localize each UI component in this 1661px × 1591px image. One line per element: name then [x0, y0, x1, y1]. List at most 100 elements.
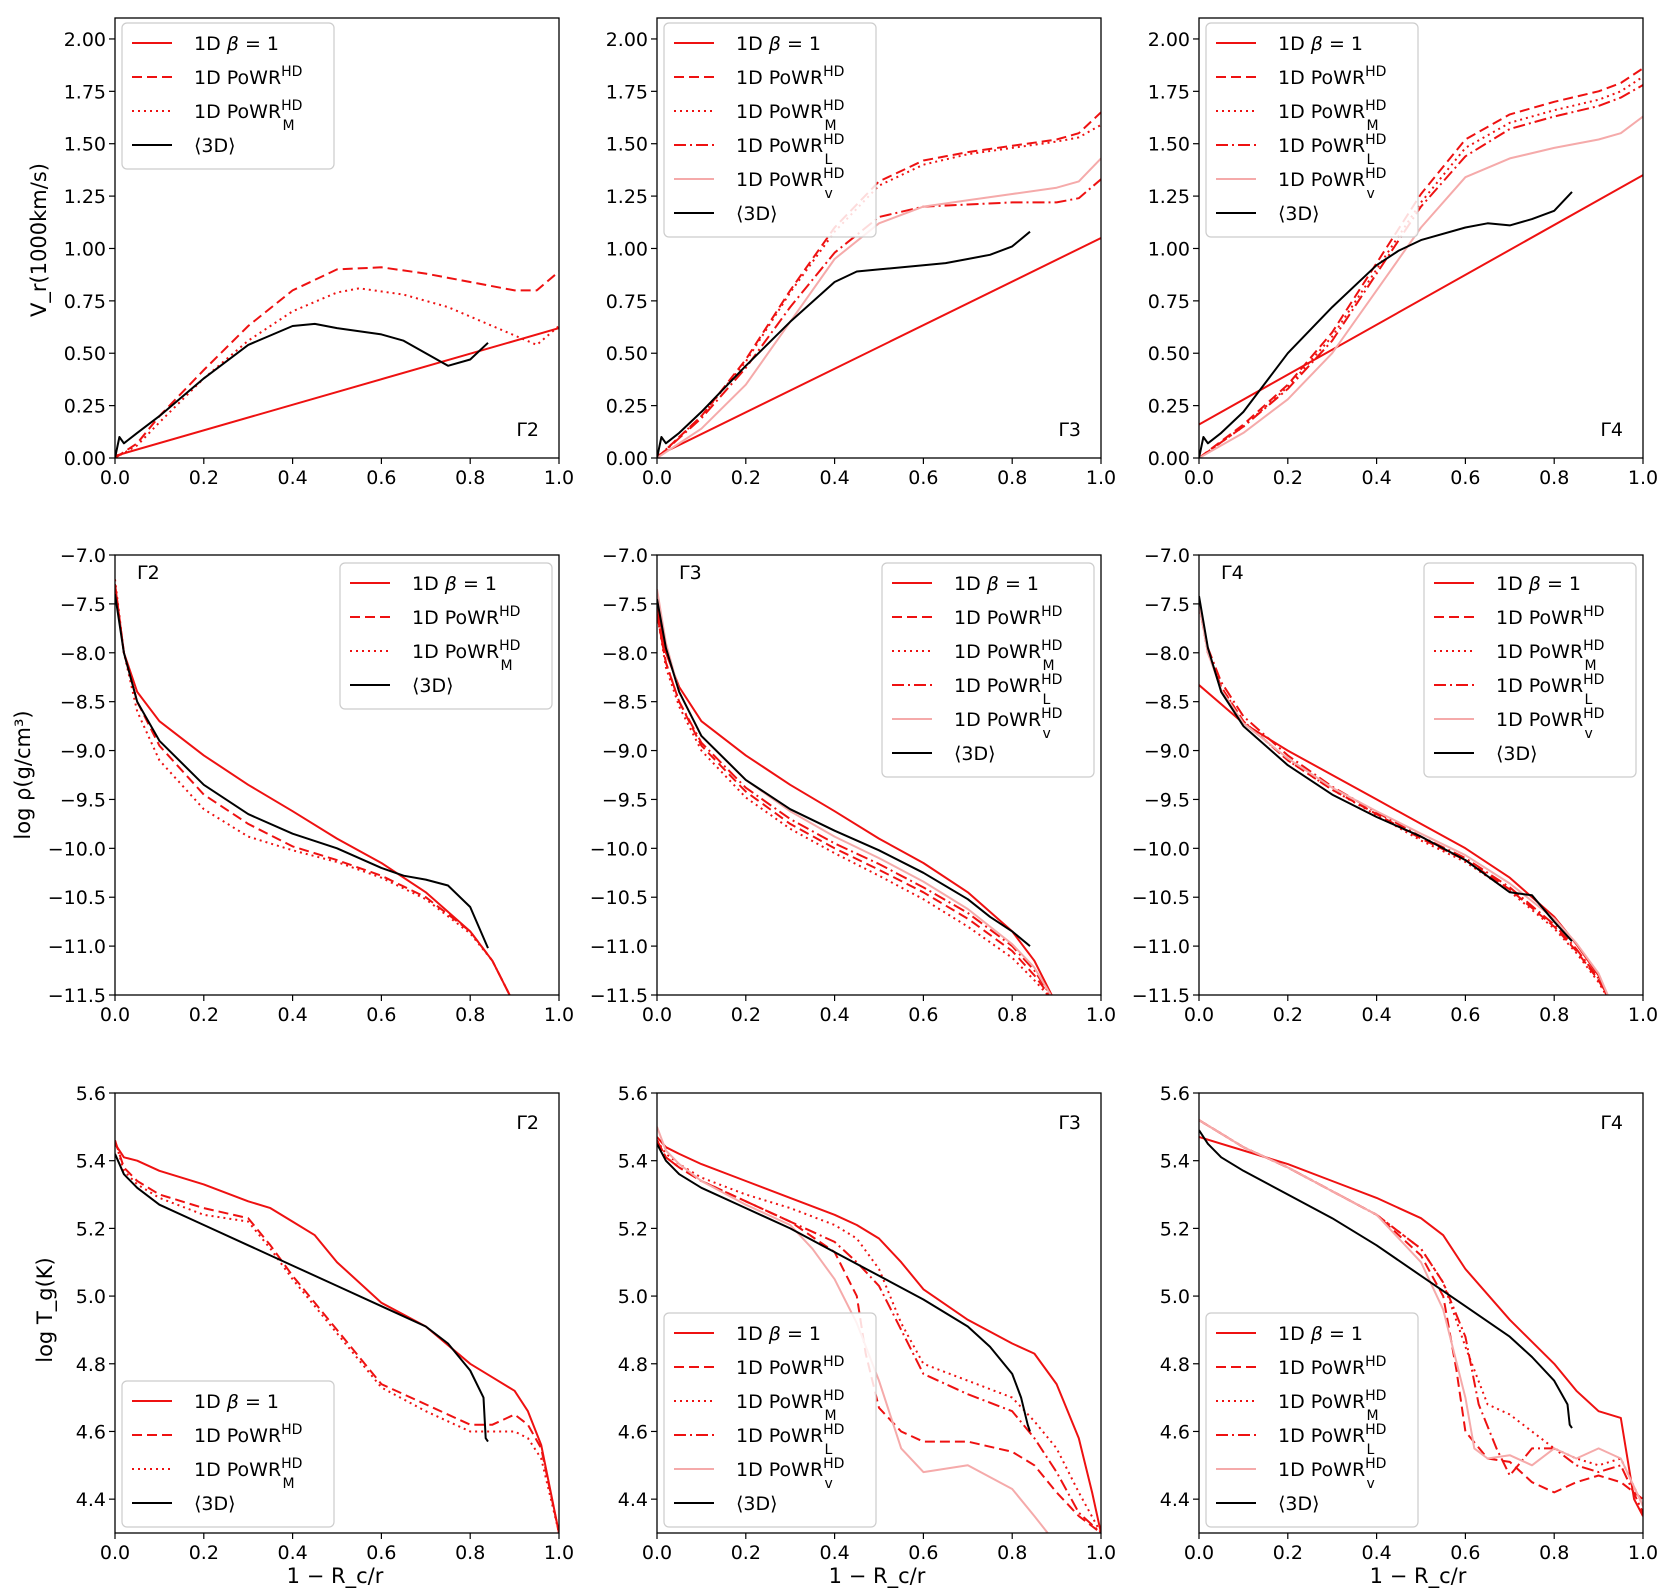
x-tick-label: 0.8 [455, 1542, 485, 1564]
y-tick-label: 4.6 [1160, 1421, 1190, 1443]
series-group [657, 111, 1101, 458]
x-tick-label: 0.6 [908, 1004, 938, 1026]
y-tick-label: 1.00 [1148, 238, 1190, 260]
chart-panel-r0c2: 0.0 0.2 0.4 0.6 0.8 1.0 0.00 0.25 0.50 0.75 1.00 1.… [1148, 17, 1658, 489]
x-tick-label: 0.8 [1539, 1542, 1569, 1564]
legend-label: 1D PoWRHD M [412, 638, 520, 674]
legend-label: 1D PoWRHD [1278, 64, 1386, 89]
chart-panel-r0c0: 0.0 0.2 0.4 0.6 0.8 1.0 0.00 0.25 0.50 0.75 1.00 1.… [64, 17, 574, 489]
series-line-5 [1199, 1129, 1573, 1429]
x-tick-label: 0.2 [1273, 1004, 1303, 1026]
legend-label: 1D PoWRHD M [194, 98, 302, 134]
col1-xlabel: 1 − R_c/r [829, 1564, 926, 1589]
series-line-3 [1199, 603, 1609, 995]
series-line-5 [657, 598, 1031, 947]
x-tick-label: 0.4 [819, 1004, 849, 1026]
legend-label: 1D PoWRHD M [1278, 98, 1386, 134]
series-line-2 [115, 287, 559, 458]
legend-label: 1D PoWRHD [1496, 604, 1604, 629]
row1-ylabel: log ρ(g/cm³) [11, 710, 35, 839]
legend: 1D β = 1 1D PoWRHD 1D PoWRHD M1D PoWRHD L1D … [1423, 562, 1637, 778]
y-tick-label: −10.0 [590, 838, 648, 860]
legend: 1D β = 1 1D PoWRHD 1D PoWRHD M⟨3D⟩ [339, 562, 553, 710]
x-tick-label: 0.0 [1184, 1542, 1214, 1564]
legend-label: 1D PoWRHD v [954, 706, 1062, 742]
x-tick-label: 1.0 [544, 1542, 574, 1564]
y-tick-label: 1.75 [606, 81, 648, 103]
legend-box [121, 1380, 335, 1528]
legend-label: 1D β = 1 [194, 33, 279, 55]
series-group [657, 1126, 1101, 1533]
y-tick-label: 0.75 [606, 291, 648, 313]
y-tick-label: 4.6 [76, 1421, 106, 1443]
y-tick-label: 4.6 [618, 1421, 648, 1443]
x-tick-label: 0.4 [1361, 467, 1391, 489]
series-line-3 [115, 593, 489, 949]
series-line-2 [115, 1140, 559, 1533]
x-tick-label: 0.8 [997, 1004, 1027, 1026]
series-line-1 [115, 584, 511, 995]
y-tick-label: 0.50 [606, 343, 648, 365]
legend: 1D β = 1 1D PoWRHD 1D PoWRHD M1D PoWRHD L1D … [663, 1312, 877, 1528]
col2-xlabel: 1 − R_c/r [1370, 1564, 1467, 1589]
legend-label: ⟨3D⟩ [194, 135, 236, 157]
y-tick-label: 0.50 [64, 343, 106, 365]
y-tick-label: 5.0 [76, 1286, 106, 1308]
x-tick-label: 0.4 [819, 1542, 849, 1564]
legend-label: ⟨3D⟩ [736, 203, 778, 225]
chart-panel-r2c0: 0.0 0.2 0.4 0.6 0.8 1.0 4.4 4.6 4.8 5.0 5.2 5.4 5.6 1… [76, 1083, 574, 1564]
series-line-0 [1199, 174, 1643, 426]
series-group [115, 1140, 559, 1533]
model-label: Γ4 [1221, 562, 1244, 584]
y-tick-label: 1.25 [1148, 186, 1190, 208]
axes-frame [1198, 1092, 1644, 1534]
y-tick-label: −11.5 [48, 985, 106, 1007]
y-tick-label: −7.5 [602, 594, 648, 616]
x-tick-label: 0.0 [1184, 467, 1214, 489]
series-line-0 [1199, 1136, 1643, 1517]
series-line-0 [115, 584, 511, 995]
y-tick-label: 0.25 [1148, 396, 1190, 418]
x-tick-label: 0.2 [1273, 467, 1303, 489]
y-tick-label: 5.2 [76, 1218, 106, 1240]
legend-label: 1D PoWRHD [194, 1422, 302, 1447]
y-tick-label: 0.25 [64, 396, 106, 418]
series-line-3 [1199, 84, 1643, 458]
x-tick-label: 1.0 [1086, 1542, 1116, 1564]
y-tick-label: 4.4 [1160, 1489, 1190, 1511]
series-line-1 [115, 266, 559, 458]
x-tick-label: 0.4 [1361, 1542, 1391, 1564]
y-tick-label: −9.5 [60, 789, 106, 811]
model-label: Γ3 [679, 562, 702, 584]
y-tick-label: 1.75 [1148, 81, 1190, 103]
series-group [115, 579, 511, 995]
y-tick-label: 1.75 [64, 81, 106, 103]
x-tick-label: 0.6 [908, 467, 938, 489]
y-tick-label: 5.6 [76, 1083, 106, 1105]
chart-panel-r1c2: 0.0 0.2 0.4 0.6 0.8 1.0 −7.0 −7.5 −8.0 −8.5 −9.0 −9… [1132, 545, 1658, 1026]
legend-label: 1D β = 1 [736, 1323, 821, 1345]
x-tick-label: 0.6 [1450, 1542, 1480, 1564]
y-tick-label: 5.0 [1160, 1286, 1190, 1308]
x-tick-label: 0.2 [189, 1542, 219, 1564]
x-tick-label: 1.0 [544, 1004, 574, 1026]
y-tick-label: −9.0 [1144, 741, 1190, 763]
legend-label: 1D β = 1 [736, 33, 821, 55]
series-group [1199, 1119, 1643, 1517]
y-tick-label: 1.50 [1148, 134, 1190, 156]
y-tick-label: −9.5 [1144, 789, 1190, 811]
series-line-4 [657, 157, 1101, 458]
legend-label: 1D PoWRHD M [1496, 638, 1604, 674]
axes-frame [656, 554, 1102, 996]
x-tick-label: 1.0 [1628, 467, 1658, 489]
y-tick-label: 0.75 [1148, 291, 1190, 313]
y-tick-label: 2.00 [1148, 29, 1190, 51]
axes-frame [114, 17, 560, 459]
col0-xlabel: 1 − R_c/r [287, 1564, 384, 1589]
legend-label: 1D PoWRHD v [1278, 1456, 1386, 1492]
x-tick-label: 0.0 [1184, 1004, 1214, 1026]
axes-frame [114, 554, 560, 996]
y-tick-label: −8.0 [60, 643, 106, 665]
series-line-3 [657, 178, 1101, 458]
row2-ylabel: log T_g(K) [33, 1257, 58, 1363]
